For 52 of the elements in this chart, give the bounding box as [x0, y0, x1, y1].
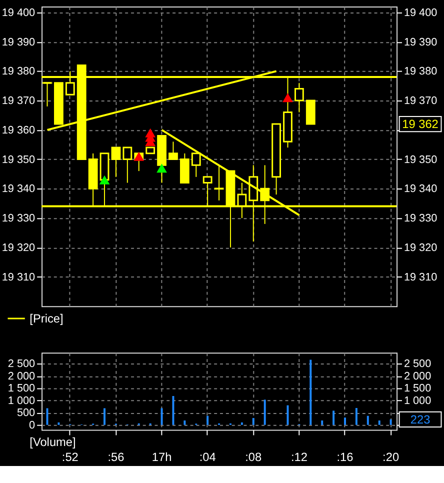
y-tick-label: 2 500: [8, 358, 36, 370]
y-tick-label: 19 320: [2, 242, 36, 254]
x-tick-label: :04: [199, 450, 216, 464]
x-tick-label: :08: [245, 450, 262, 464]
candlestick: [180, 152, 190, 184]
y-tick-label: 19 330: [2, 212, 36, 225]
y2-tick-label: 19 320: [404, 242, 438, 254]
candlestick: [122, 146, 132, 184]
y2-tick-label: 2 000: [404, 370, 432, 382]
candlestick: [111, 146, 121, 178]
point: [282, 93, 293, 102]
y-tick-label: 500: [16, 407, 36, 420]
legend-label: [Price]: [30, 311, 64, 326]
y2-tick-label: 2 500: [404, 358, 432, 370]
y-tick-label: 19 340: [2, 183, 36, 196]
y-tick-label: 19 360: [2, 124, 36, 136]
y-tick-label: 19 310: [2, 271, 36, 284]
y2-tick-label: 1 500: [404, 382, 432, 395]
y-tick-label: 19 380: [2, 66, 36, 78]
x-tick-label: :20: [382, 450, 400, 464]
x-tick-label: 17h: [152, 450, 172, 464]
y-tick-label: 2 000: [8, 370, 36, 382]
y2-tick-label: 19 380: [404, 66, 438, 78]
x-tick-label: :16: [336, 450, 354, 464]
candlestick: [294, 82, 304, 113]
y2-tick-label: 19 400: [404, 6, 438, 19]
point: [156, 164, 167, 173]
x-tick-label: :56: [108, 450, 125, 464]
candlestick: [214, 164, 224, 201]
y2-tick-label: 19 390: [404, 36, 438, 48]
candlestick: [306, 100, 316, 125]
y-tick-label: 19 350: [2, 154, 36, 166]
y2-tick-label: 19 370: [404, 95, 438, 108]
series-label: [Volume]: [30, 435, 76, 450]
y-tick-label: 19 400: [2, 6, 36, 19]
annotation: 223: [410, 412, 431, 426]
y-tick-label: 1 500: [8, 382, 36, 395]
y2-tick-label: 19 350: [404, 154, 438, 166]
y-tick-label: 0: [29, 419, 36, 432]
y2-tick-label: 19 340: [404, 183, 438, 196]
y2-tick-label: 1 000: [404, 394, 432, 407]
y-tick-label: 19 390: [2, 36, 36, 48]
y2-tick-label: 19 310: [404, 271, 438, 284]
y2-tick-label: 19 330: [404, 212, 438, 225]
candlestick: [191, 152, 201, 178]
annotation: 19 362: [402, 117, 438, 132]
candlestick: [168, 141, 178, 160]
y-tick-label: 1 000: [8, 394, 36, 407]
y-tick-label: 19 370: [2, 95, 36, 108]
x-tick-label: :52: [62, 450, 78, 464]
x-tick-label: :12: [290, 450, 308, 464]
point: [99, 175, 110, 184]
